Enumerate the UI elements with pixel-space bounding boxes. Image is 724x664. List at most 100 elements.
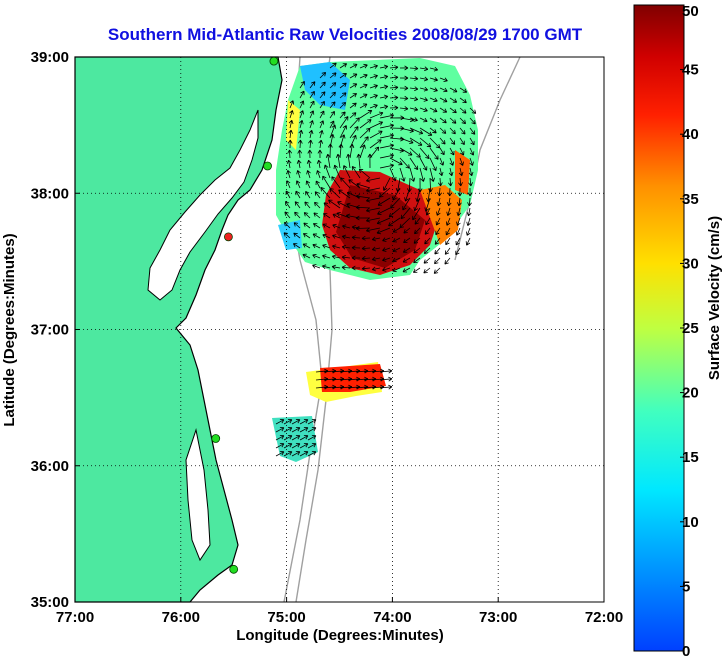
velocity-arrow <box>429 97 438 103</box>
velocity-arrow <box>369 130 383 139</box>
colorbar-tick-label: 10 <box>682 514 699 531</box>
velocity-arrow <box>359 73 368 79</box>
velocity-arrow <box>275 419 285 425</box>
velocity-arrow <box>449 127 456 135</box>
velocity-arrow <box>429 137 441 149</box>
velocity-arrow <box>458 177 463 187</box>
velocity-patch <box>278 220 302 250</box>
velocity-arrow <box>319 130 324 139</box>
velocity-arrow <box>389 75 399 80</box>
velocity-arrow <box>329 82 337 89</box>
velocity-arrow <box>382 267 391 272</box>
velocity-arrow <box>382 237 391 242</box>
velocity-arrow <box>444 247 451 255</box>
velocity-arrow <box>283 427 293 433</box>
velocity-arrow <box>283 435 293 441</box>
velocity-arrow <box>419 66 429 72</box>
velocity-arrow <box>283 451 293 457</box>
velocity-arrow <box>291 427 301 433</box>
velocity-arrow <box>329 111 335 119</box>
velocity-arrow <box>307 451 317 457</box>
velocity-arrow <box>309 120 314 129</box>
velocity-arrow <box>322 175 331 189</box>
velocity-arrow <box>359 144 366 159</box>
velocity-arrows <box>275 62 477 457</box>
velocity-arrow <box>409 167 416 182</box>
velocity-arrow <box>449 107 457 114</box>
velocity-arrow <box>371 236 381 242</box>
velocity-arrow <box>377 207 391 215</box>
velocity-arrow <box>444 257 451 265</box>
velocity-arrow <box>439 137 446 145</box>
velocity-arrow <box>323 164 331 179</box>
colorbar-label: Surface Velocity (cm/s) <box>706 216 723 380</box>
lon-tick-labels: 77:00 76:00 75:00 74:00 73:00 72:00 <box>56 597 623 626</box>
velocity-arrow <box>459 87 468 93</box>
velocity-arrow <box>322 244 331 249</box>
velocity-arrow <box>448 177 453 187</box>
velocity-arrow <box>379 133 394 139</box>
colorbar-tick-label: 45 <box>682 62 699 79</box>
velocity-arrow <box>379 94 389 100</box>
velocity-arrow <box>439 107 448 113</box>
velocity-arrow <box>316 170 321 179</box>
velocity-arrow <box>419 167 426 182</box>
velocity-arrow <box>298 129 304 139</box>
velocity-arrow <box>349 143 355 159</box>
velocity-arrow <box>382 257 391 262</box>
velocity-arrow <box>287 139 293 149</box>
velocity-arrow <box>399 217 411 229</box>
velocity-arrow <box>319 110 325 119</box>
sound-water <box>185 428 211 562</box>
velocity-arrow <box>455 227 461 236</box>
velocity-arrow <box>299 443 309 449</box>
velocity-arrow <box>331 176 341 189</box>
velocity-arrow <box>283 443 293 449</box>
velocity-arrow <box>434 257 441 265</box>
velocity-arrow <box>299 451 309 457</box>
velocity-arrow <box>349 93 357 99</box>
velocity-arrow <box>379 113 394 119</box>
velocity-arrow <box>445 237 451 246</box>
velocity-arrow <box>456 207 462 217</box>
velocity-arrow <box>424 227 431 235</box>
velocity-arrow <box>399 137 414 144</box>
velocity-arrow <box>379 384 393 390</box>
velocity-arrow <box>316 159 322 169</box>
velocity-arrow <box>341 255 351 260</box>
velocity-arrow <box>448 167 454 177</box>
colorbar-tick-label: 0 <box>682 643 690 659</box>
velocity-arrow <box>389 105 399 111</box>
velocity-arrow <box>288 119 294 129</box>
velocity-arrow <box>369 84 378 89</box>
velocity-arrow <box>346 153 351 169</box>
velocity-arrow <box>413 257 421 264</box>
velocity-arrow <box>291 443 301 449</box>
velocity-arrow <box>329 91 336 99</box>
velocity-arrow <box>361 266 371 271</box>
velocity-arrow <box>322 233 331 239</box>
velocity-arrow <box>429 66 439 72</box>
velocity-arrow <box>294 201 301 209</box>
velocity-arrow <box>389 65 399 70</box>
colorbar-tick-label: 40 <box>682 126 699 143</box>
velocity-arrow <box>309 100 315 109</box>
velocity-arrow <box>339 82 347 89</box>
velocity-arrow <box>299 90 305 99</box>
velocity-arrow <box>449 87 458 93</box>
velocity-arrow <box>429 167 435 182</box>
velocity-arrow <box>456 197 462 207</box>
velocity-arrow <box>434 237 441 245</box>
velocity-arrow <box>275 427 285 433</box>
velocity-arrow <box>371 246 381 252</box>
velocity-arrow <box>429 127 437 134</box>
map-plot-area <box>74 56 605 603</box>
velocity-arrow <box>361 245 371 251</box>
velocity-arrow <box>366 197 381 203</box>
velocity-arrow <box>458 167 464 177</box>
velocity-arrow <box>419 147 430 160</box>
velocity-arrow <box>359 119 372 129</box>
radar-sites <box>211 56 279 574</box>
lat-tick-labels: 39:00 38:00 37:00 36:00 35:00 <box>31 49 80 611</box>
velocity-arrow <box>409 96 419 102</box>
